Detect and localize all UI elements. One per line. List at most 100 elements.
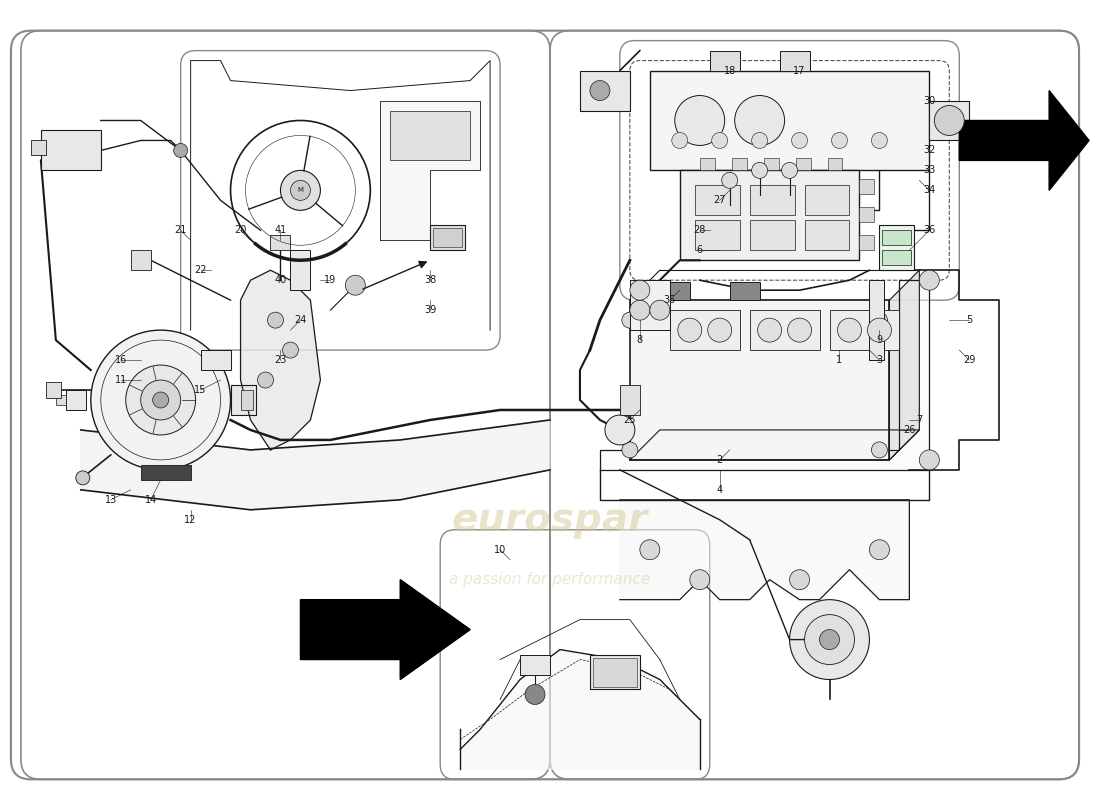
Bar [804,220,849,250]
Bar [710,50,739,70]
Circle shape [868,318,891,342]
Text: 13: 13 [104,495,117,505]
Circle shape [640,540,660,560]
Circle shape [735,95,784,146]
Bar [859,207,874,222]
Bar [620,385,640,415]
Circle shape [345,275,365,295]
Text: 17: 17 [793,66,806,75]
Text: 15: 15 [195,385,207,395]
Text: 39: 39 [425,305,437,315]
Bar [859,179,874,194]
Circle shape [605,415,635,445]
Bar [593,658,637,686]
Text: 24: 24 [294,315,307,325]
Circle shape [76,471,90,485]
Text: 14: 14 [144,495,157,505]
Bar [520,654,550,674]
Bar [200,350,231,370]
Bar [271,235,290,250]
Text: 25: 25 [624,415,636,425]
Bar [763,158,779,170]
Bar [56,395,66,405]
Bar [695,186,739,215]
Bar [231,385,255,415]
Bar [630,280,670,330]
Bar [780,50,810,70]
Circle shape [125,365,196,435]
Polygon shape [80,420,550,510]
Bar [750,220,794,250]
Bar [930,101,969,141]
Circle shape [267,312,284,328]
Bar [141,465,190,480]
Bar [580,70,630,110]
Bar [41,130,101,170]
Circle shape [650,300,670,320]
Circle shape [722,172,738,188]
Text: 2: 2 [716,455,723,465]
Bar [590,654,640,690]
Circle shape [590,81,609,101]
Bar [882,250,912,266]
Circle shape [869,540,890,560]
Text: M: M [297,187,304,194]
Text: 40: 40 [274,275,287,286]
Bar [31,141,46,155]
Bar [433,228,462,247]
Text: 38: 38 [425,275,437,286]
Polygon shape [890,270,920,460]
Circle shape [792,133,807,149]
Circle shape [934,106,965,135]
Text: 3: 3 [877,355,882,365]
Circle shape [174,143,188,158]
Circle shape [871,133,888,149]
Circle shape [804,614,855,665]
Bar [630,300,890,460]
Polygon shape [959,90,1089,190]
Circle shape [621,442,638,458]
Circle shape [290,180,310,200]
Circle shape [674,95,725,146]
Polygon shape [381,101,480,240]
Text: 19: 19 [324,275,337,286]
Bar [804,186,849,215]
Circle shape [525,685,544,705]
Text: 10: 10 [494,545,506,554]
Polygon shape [460,650,700,770]
Bar [650,70,930,170]
Bar [795,158,811,170]
Bar [290,250,310,290]
Text: 33: 33 [923,166,935,175]
Text: 18: 18 [724,66,736,75]
Circle shape [920,450,939,470]
Text: 9: 9 [877,335,882,345]
Circle shape [621,312,638,328]
Circle shape [790,600,869,679]
Circle shape [871,442,888,458]
Circle shape [758,318,782,342]
Bar [859,235,874,250]
Bar [680,170,859,260]
Text: 22: 22 [195,266,207,275]
Circle shape [91,330,231,470]
Bar [131,250,151,270]
Bar [700,158,715,170]
Text: 4: 4 [716,485,723,495]
Circle shape [751,162,768,178]
Text: 36: 36 [923,226,935,235]
Polygon shape [600,280,930,470]
Bar [66,390,86,410]
Circle shape [257,372,274,388]
Circle shape [837,318,861,342]
Bar [390,110,470,161]
Bar [660,282,690,300]
Bar [430,226,465,250]
Text: 11: 11 [114,375,126,385]
Text: 26: 26 [903,425,915,435]
Circle shape [690,570,710,590]
Text: 1: 1 [836,355,843,365]
Circle shape [920,270,939,290]
Text: 21: 21 [175,226,187,235]
Circle shape [712,133,728,149]
